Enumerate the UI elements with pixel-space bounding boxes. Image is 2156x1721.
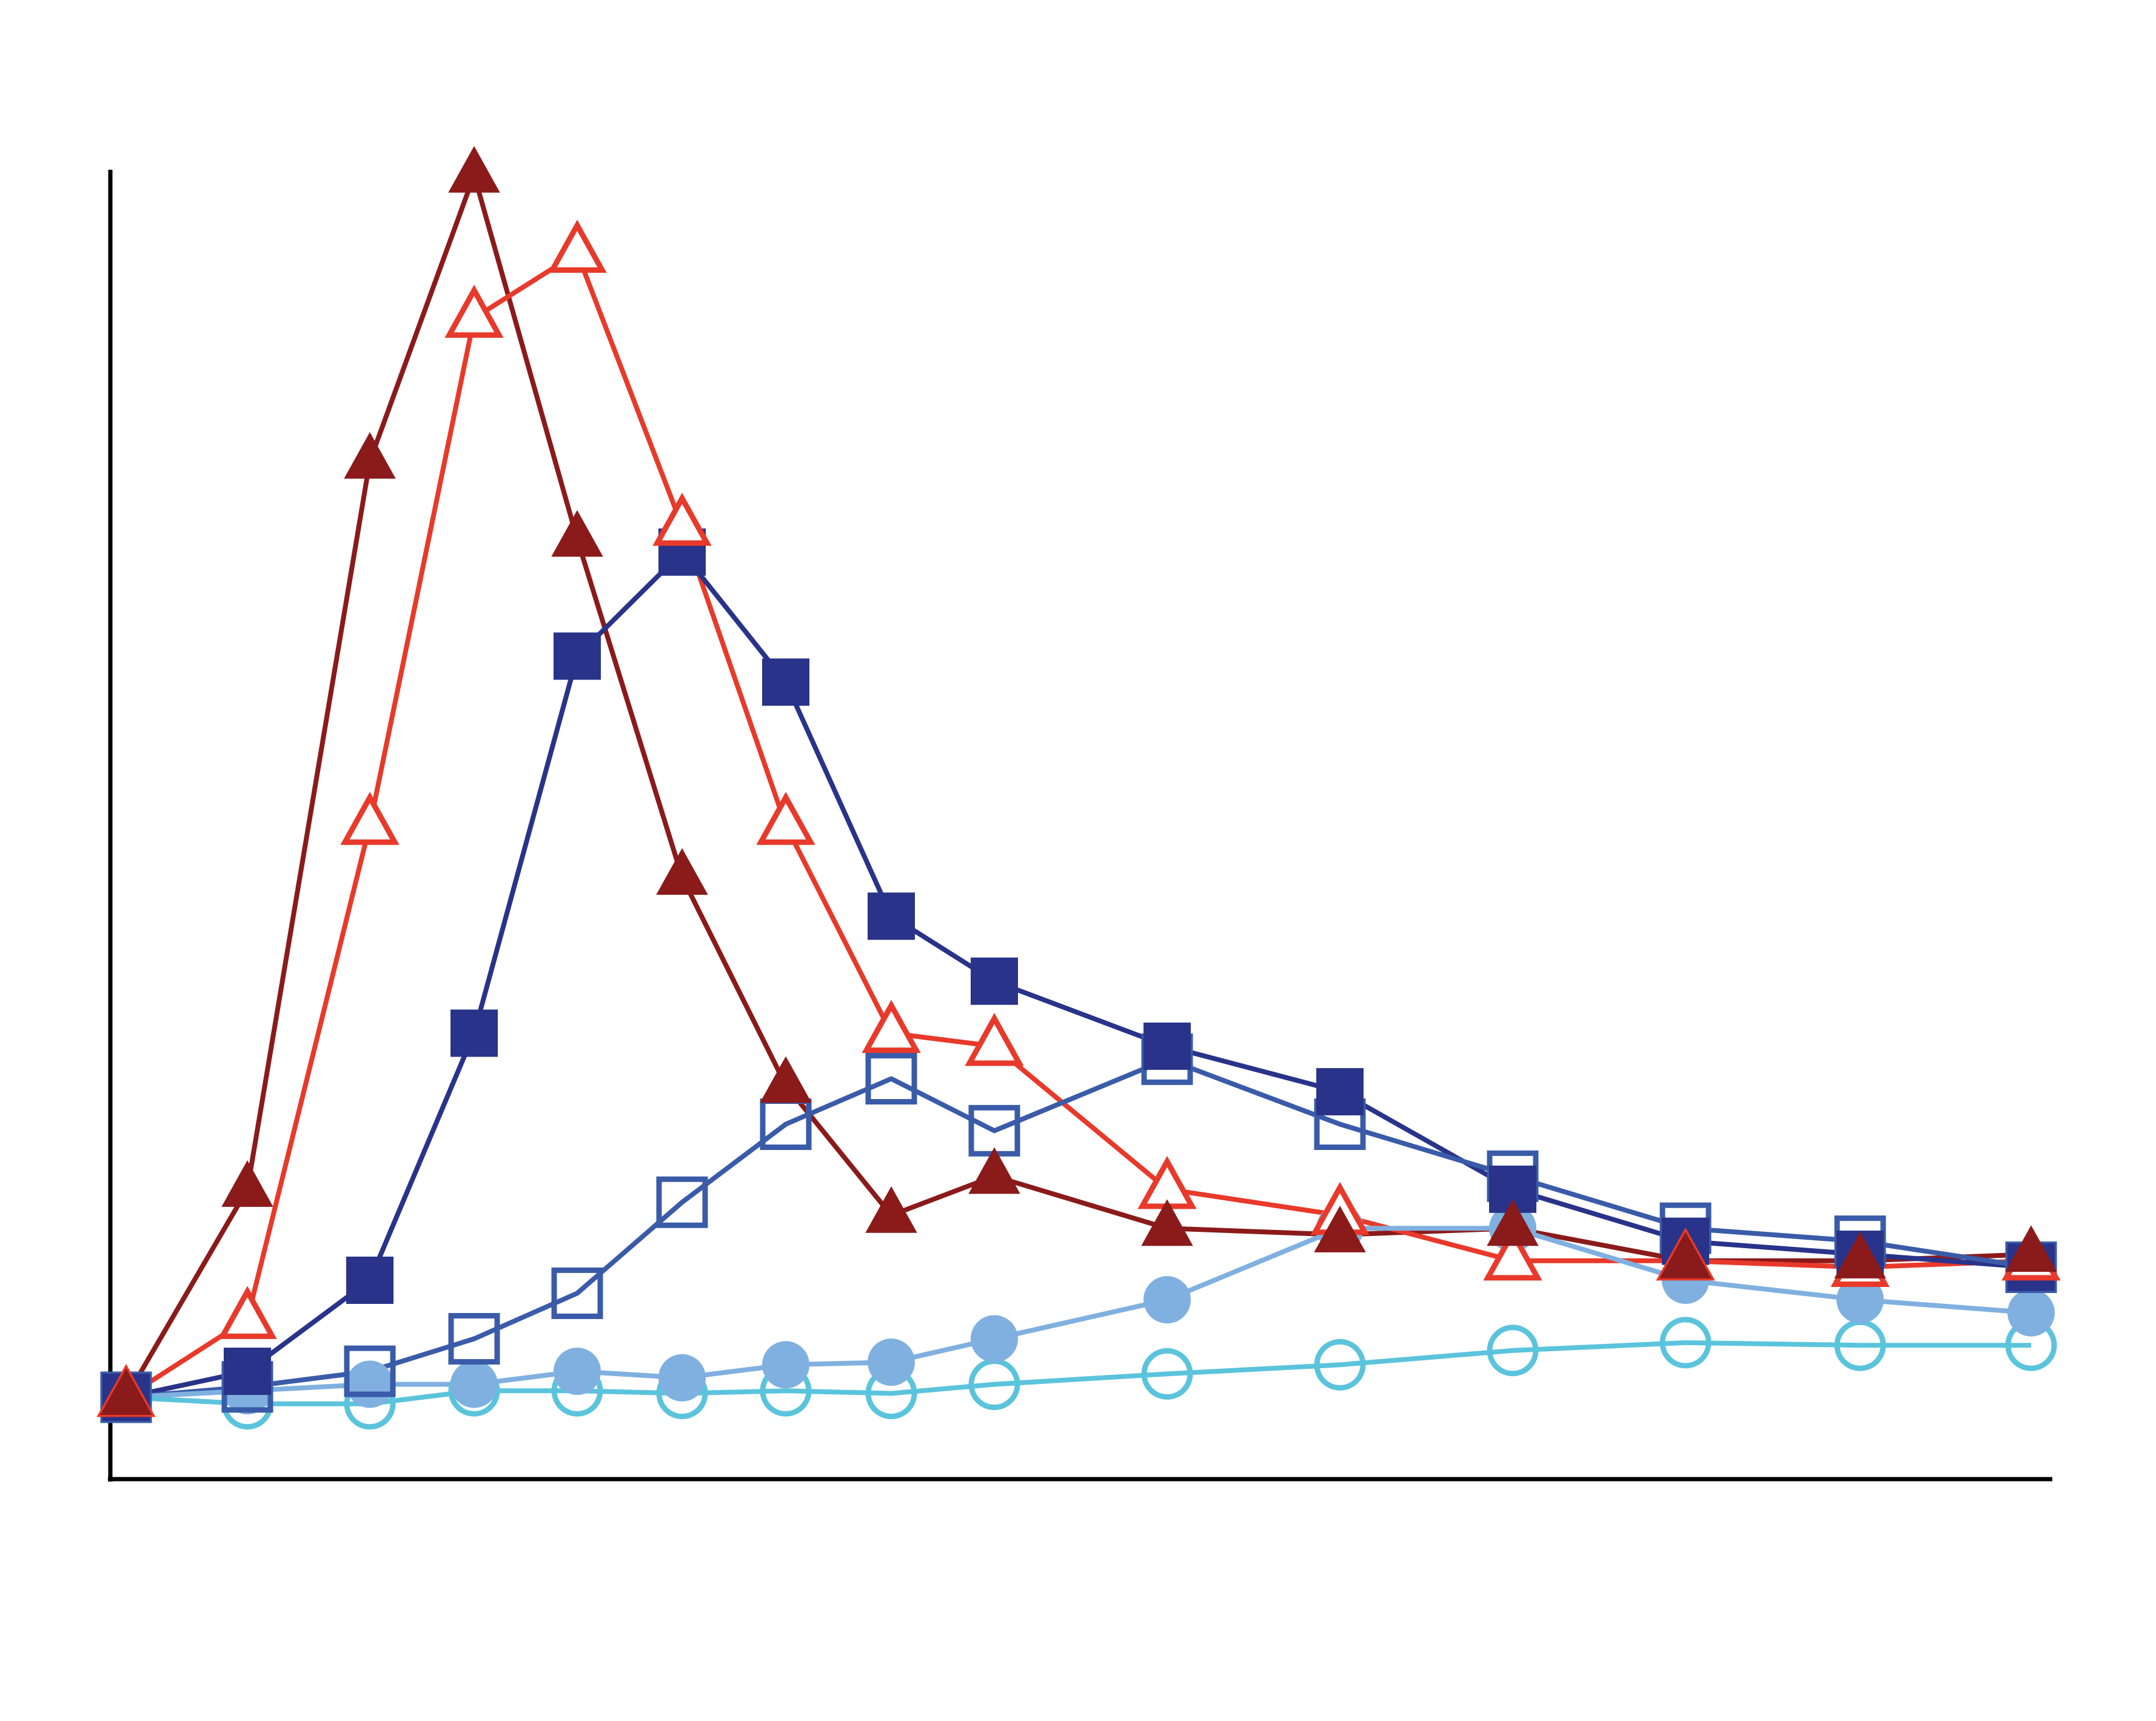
filled-circle-marker xyxy=(971,1315,1018,1363)
open-triangle-marker xyxy=(218,1286,277,1339)
filled-square-marker xyxy=(450,1009,498,1057)
filled-square-marker xyxy=(1316,1068,1364,1115)
filled-circle-marker xyxy=(762,1341,809,1389)
series-line-2 xyxy=(124,250,2032,1400)
filled-triangle-marker xyxy=(100,1368,152,1415)
filled-circle-marker xyxy=(658,1354,706,1402)
filled-triangle-marker xyxy=(1834,1231,1886,1278)
open-triangle-marker xyxy=(340,792,400,845)
series-lines xyxy=(124,172,2032,1406)
open-triangle-marker xyxy=(444,284,504,338)
open-square-marker xyxy=(448,1312,500,1365)
series-line-3 xyxy=(126,549,2032,1400)
filled-triangle-marker xyxy=(2005,1225,2057,1272)
filled-square-marker xyxy=(1143,1022,1191,1070)
filled-triangle-marker xyxy=(1487,1199,1539,1246)
filled-square-marker xyxy=(346,1256,393,1304)
filled-triangle-marker xyxy=(551,510,603,557)
open-square-marker xyxy=(656,1176,708,1228)
open-triangle-marker xyxy=(1483,1227,1542,1281)
filled-triangle-marker xyxy=(448,145,500,193)
open-triangle-marker xyxy=(862,1000,921,1053)
open-triangle-marker xyxy=(965,1012,1024,1066)
open-square-marker xyxy=(344,1345,396,1397)
filled-square-marker xyxy=(554,632,601,680)
series-line-1 xyxy=(124,172,2032,1399)
filled-circle-marker xyxy=(1143,1276,1191,1324)
open-triangle-marker xyxy=(547,219,607,273)
filled-triangle-marker xyxy=(221,1160,273,1207)
filled-triangle-marker xyxy=(1659,1231,1712,1278)
filled-triangle-marker xyxy=(344,432,396,479)
series-line-5 xyxy=(126,1226,2032,1400)
filled-circle-marker xyxy=(868,1338,915,1386)
filled-triangle-marker xyxy=(968,1147,1020,1194)
filled-square-marker xyxy=(971,957,1018,1005)
series-markers xyxy=(96,145,2061,1430)
filled-circle-marker xyxy=(450,1360,498,1408)
filled-triangle-marker xyxy=(1314,1206,1366,1252)
open-triangle-marker xyxy=(652,492,712,546)
series-line-4 xyxy=(126,1057,2032,1400)
open-circle-marker xyxy=(1659,1317,1712,1369)
filled-circle-marker xyxy=(554,1348,601,1395)
filled-square-marker xyxy=(762,658,809,706)
filled-triangle-marker xyxy=(1141,1199,1193,1246)
filled-triangle-marker xyxy=(865,1186,917,1233)
filled-circle-marker xyxy=(2007,1289,2055,1337)
filled-circle-marker xyxy=(346,1360,393,1408)
axes xyxy=(108,170,2052,1482)
filled-triangle-marker xyxy=(656,848,708,895)
filled-triangle-marker xyxy=(760,1056,812,1103)
open-circle-marker xyxy=(1314,1338,1366,1391)
open-square-marker xyxy=(865,1052,917,1104)
filled-square-marker xyxy=(224,1348,271,1395)
filled-square-marker xyxy=(868,892,915,940)
series-line-6 xyxy=(126,1340,2031,1406)
open-circle-marker xyxy=(1487,1325,1539,1377)
open-triangle-marker xyxy=(756,792,815,845)
open-square-marker xyxy=(551,1267,603,1319)
open-circle-marker xyxy=(1141,1348,1193,1400)
